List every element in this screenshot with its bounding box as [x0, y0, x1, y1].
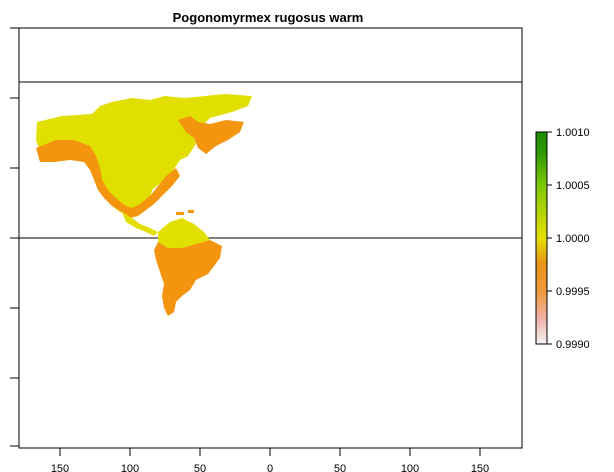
map-title: Pogonomyrmex rugosus warm — [173, 10, 364, 25]
legend: 1.0010 1.0005 1.0000 0.9995 0.9990 — [535, 127, 590, 351]
x-axis: 150 100 50 0 50 100 150 — [51, 448, 489, 472]
region-south-america-south — [154, 240, 222, 316]
region-caribbean-island — [188, 210, 194, 213]
x-tick-label: 50 — [334, 463, 346, 472]
y-axis-ticks — [10, 27, 19, 447]
x-tick-label: 150 — [471, 463, 489, 472]
x-tick-label: 50 — [194, 463, 206, 472]
legend-label: 1.0005 — [556, 180, 590, 192]
region-south-america-north — [158, 218, 210, 248]
region-central-america — [122, 212, 158, 236]
region-north-america-coast — [36, 140, 180, 218]
x-tick-label: 0 — [267, 463, 273, 472]
region-greenland — [178, 116, 244, 154]
legend-colorbar — [535, 131, 548, 345]
x-tick-label: 100 — [121, 463, 139, 472]
reference-lines — [19, 81, 522, 239]
legend-label: 1.0000 — [556, 233, 590, 245]
legend-label: 1.0010 — [556, 127, 590, 139]
legend-label: 0.9995 — [556, 286, 590, 298]
x-tick-label: 150 — [51, 463, 69, 472]
suitability-raster — [36, 94, 252, 316]
legend-label: 0.9990 — [556, 339, 590, 351]
x-tick-label: 100 — [401, 463, 419, 472]
region-caribbean-island — [176, 212, 184, 215]
